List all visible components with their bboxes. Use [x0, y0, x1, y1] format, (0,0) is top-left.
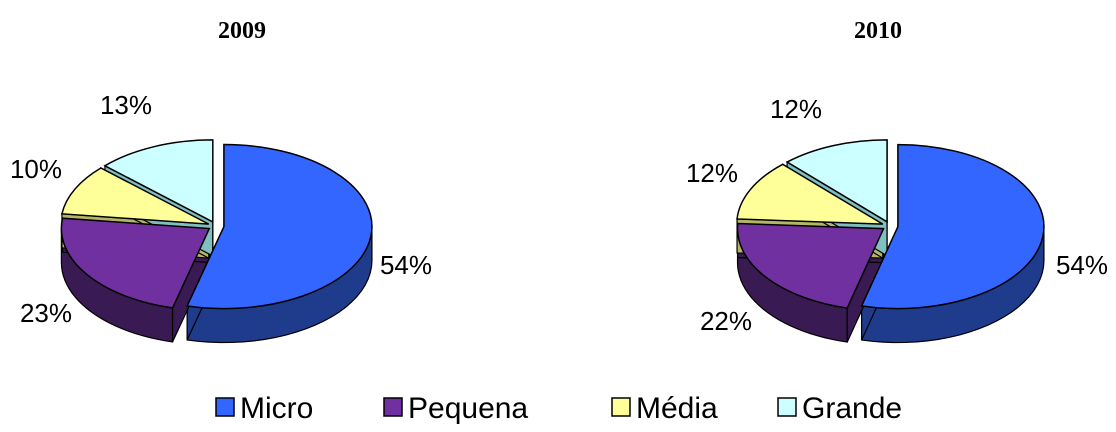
pie-chart-2009: 54% 23% 10% 13% — [10, 90, 432, 344]
pie-slice-media — [736, 163, 884, 225]
data-label-media: 12% — [686, 158, 738, 188]
data-label-micro: 54% — [380, 250, 432, 280]
legend: Micro Pequena Média Grande — [215, 392, 902, 425]
data-label-grande: 13% — [100, 90, 152, 120]
legend-swatch-micro — [215, 397, 235, 417]
legend-label-grande: Grande — [802, 392, 902, 425]
pie-slice-pequena — [60, 217, 211, 309]
legend-label-pequena: Pequena — [408, 392, 528, 425]
data-label-pequena: 22% — [700, 306, 752, 336]
data-label-pequena: 23% — [20, 298, 72, 328]
pie-slice-pequena — [736, 222, 885, 309]
data-label-media: 10% — [10, 154, 62, 184]
pie-slice-micro — [186, 143, 373, 310]
chart-title-2009: 2009 — [218, 18, 266, 44]
pie-slice-grande — [785, 139, 888, 224]
pie-slice-grande — [103, 139, 214, 224]
legend-label-media: Média — [636, 392, 718, 425]
pie-slice-micro — [860, 143, 1045, 310]
data-label-grande: 12% — [770, 94, 822, 124]
legend-swatch-pequena — [383, 397, 403, 417]
legend-swatch-grande — [777, 397, 797, 417]
pie-chart-2010: 54% 22% 12% 12% — [686, 94, 1108, 344]
chart-title-2010: 2010 — [854, 18, 902, 44]
legend-swatch-media — [611, 397, 631, 417]
pie-slice-media — [61, 167, 210, 225]
legend-label-micro: Micro — [240, 392, 313, 425]
data-label-micro: 54% — [1056, 250, 1108, 280]
